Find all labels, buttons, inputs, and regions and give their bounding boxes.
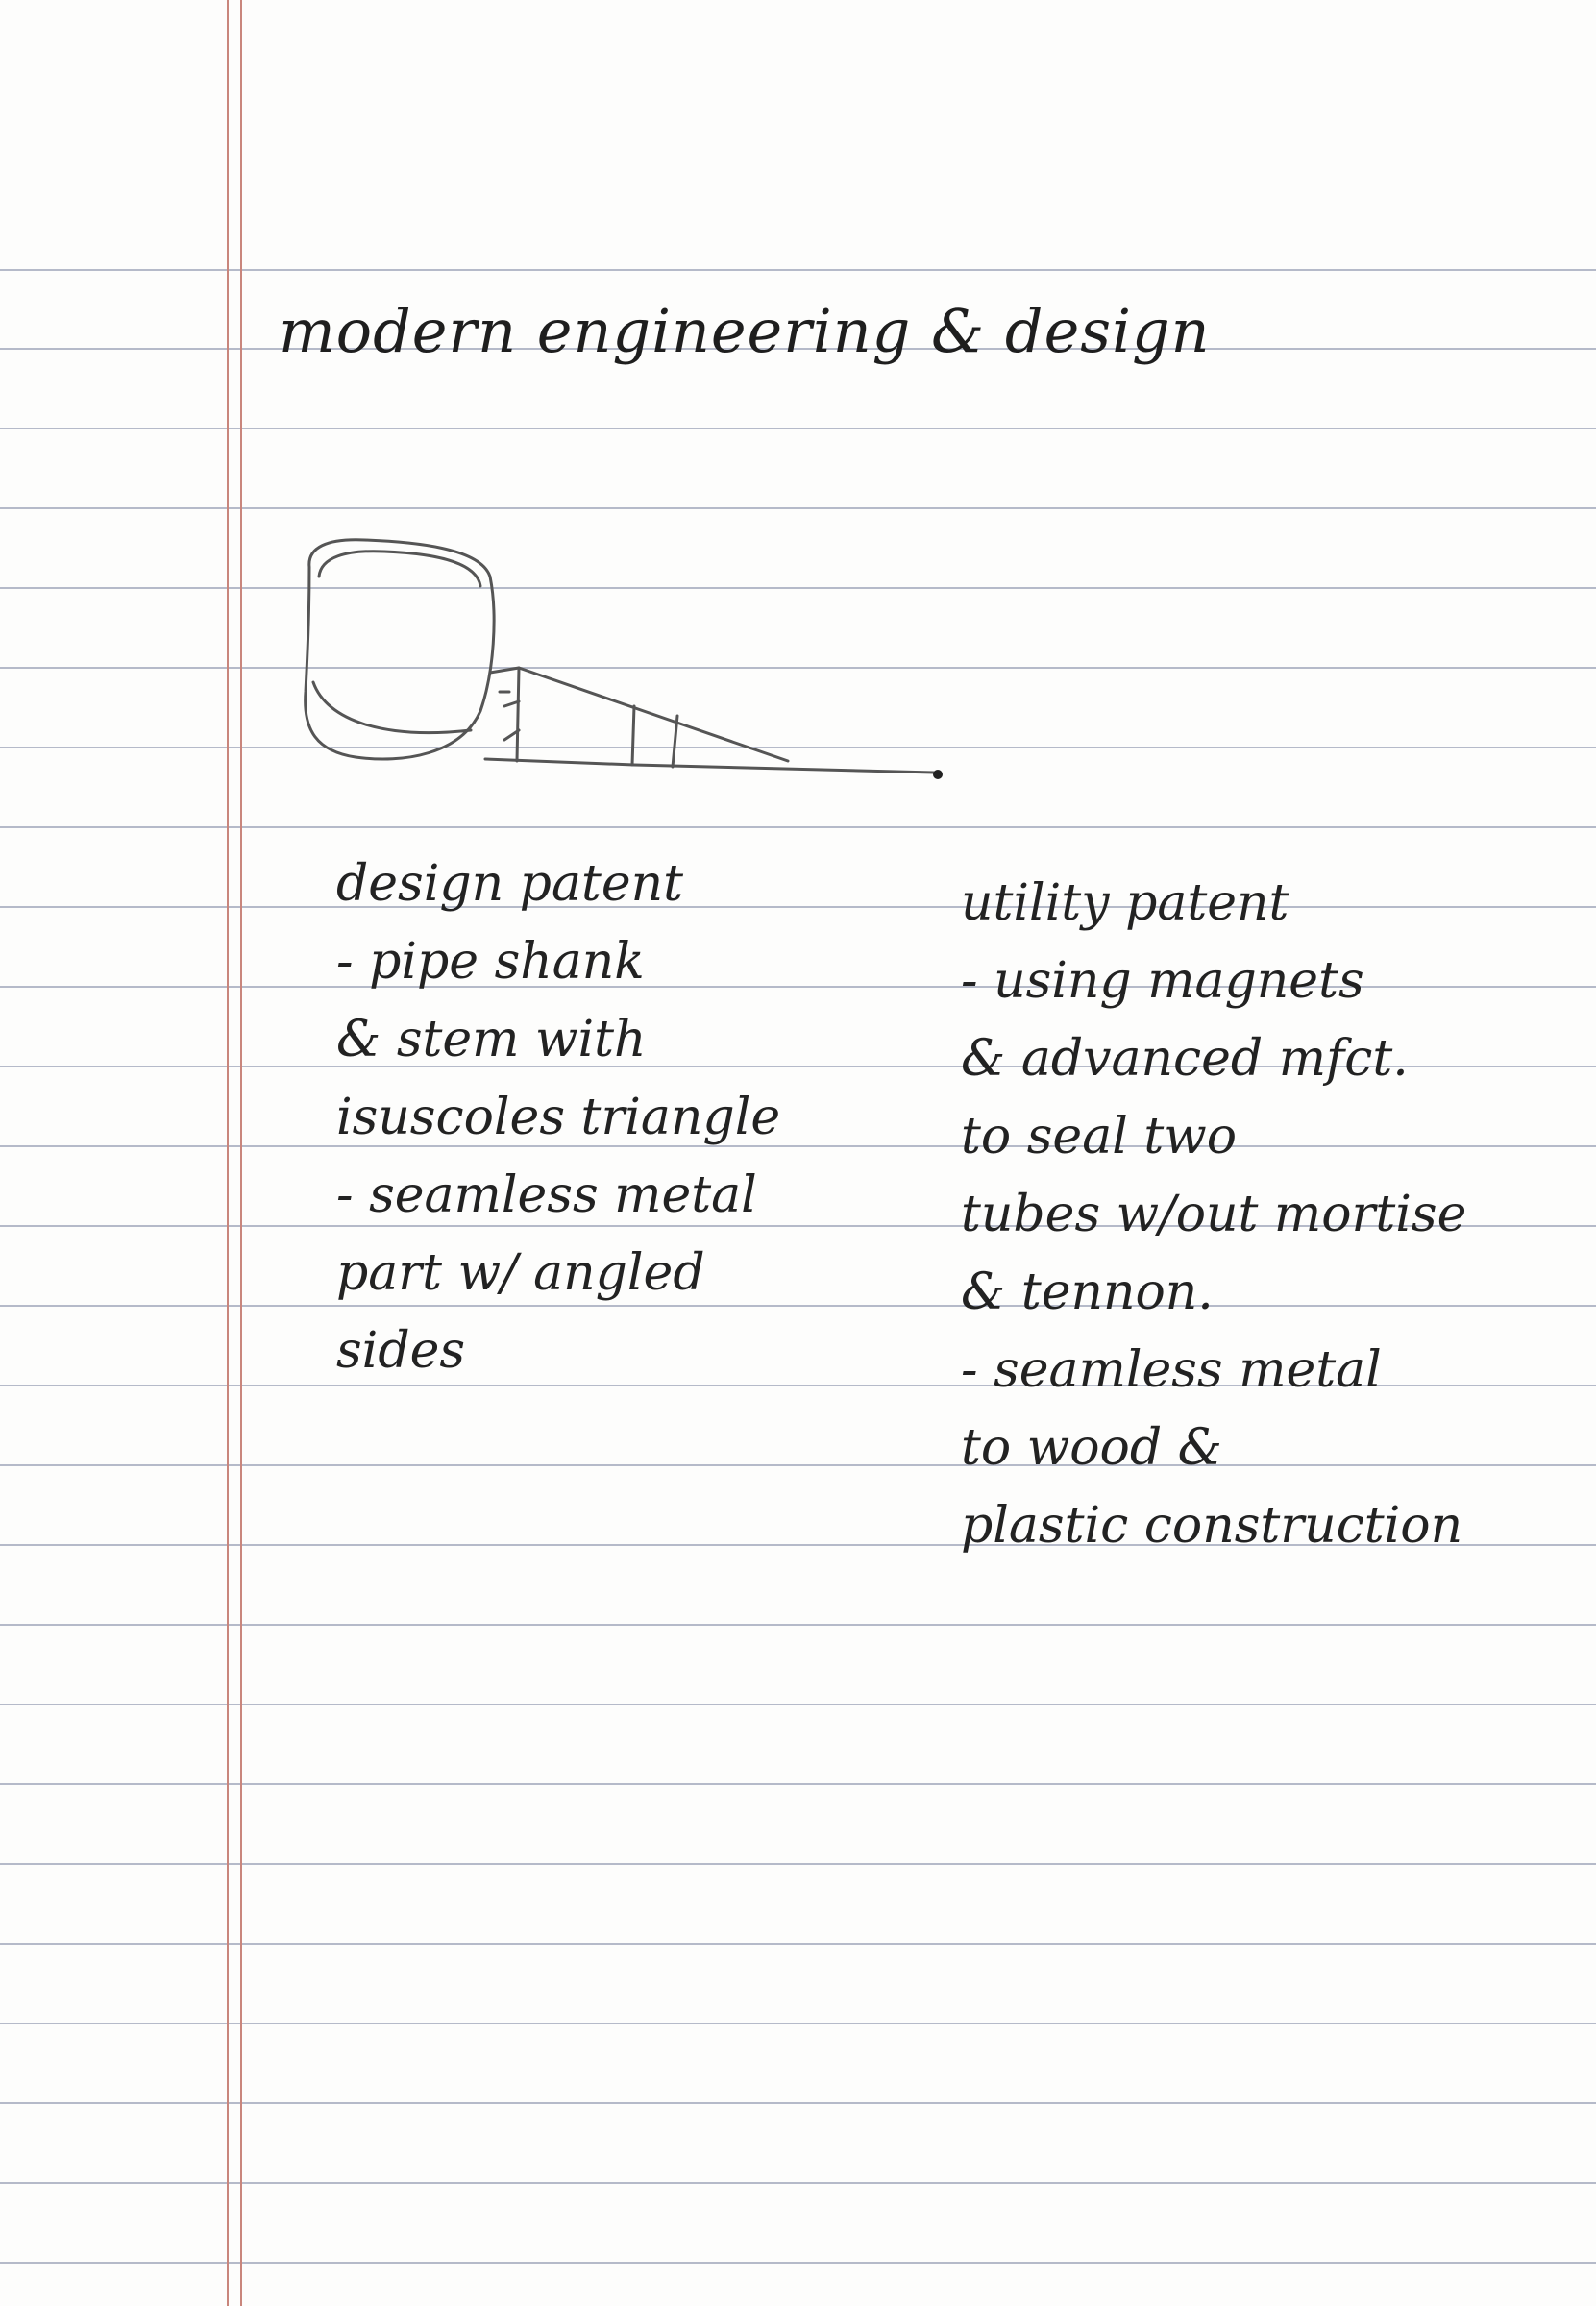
design-patent-notes: design patent - pipe shank & stem with i…	[336, 846, 780, 1390]
ruled-line	[0, 667, 1596, 669]
utility-patent-notes: utility patent - using magnets & advance…	[961, 865, 1466, 1565]
pipe-sketch-icon	[304, 538, 943, 779]
ruled-line	[0, 1704, 1596, 1705]
list-item: isuscoles triangle	[336, 1089, 781, 1146]
list-item: & stem with	[336, 1011, 647, 1068]
ruled-line	[0, 747, 1596, 748]
list-item: - seamless metal	[961, 1341, 1382, 1399]
ruled-line	[0, 2102, 1596, 2104]
ruled-line	[0, 1305, 1596, 1307]
ruled-line	[0, 986, 1596, 988]
ruled-line	[0, 1066, 1596, 1067]
list-item: - pipe shank	[336, 933, 645, 991]
margin-line	[240, 0, 242, 2306]
list-item: - seamless metal	[336, 1166, 757, 1224]
list-item: sides	[336, 1322, 466, 1380]
ruled-line	[0, 1863, 1596, 1865]
ruled-line	[0, 1225, 1596, 1227]
ruled-line	[0, 428, 1596, 429]
ruled-line	[0, 1464, 1596, 1466]
ruled-line	[0, 587, 1596, 589]
margin-line	[227, 0, 229, 2306]
page-title: modern engineering & design	[279, 296, 1211, 366]
list-item: & advanced mfct.	[961, 1030, 1409, 1088]
ruled-line	[0, 269, 1596, 271]
ruled-line	[0, 507, 1596, 509]
list-item: to seal two	[961, 1108, 1238, 1165]
list-item: & tennon.	[961, 1263, 1214, 1321]
ruled-line	[0, 1145, 1596, 1147]
ruled-line	[0, 1624, 1596, 1626]
list-item: - using magnets	[961, 952, 1364, 1010]
ruled-line	[0, 906, 1596, 908]
ruled-line	[0, 1385, 1596, 1386]
ruled-line	[0, 1544, 1596, 1546]
ruled-line	[0, 1943, 1596, 1945]
ruled-line	[0, 2023, 1596, 2024]
ruled-line	[0, 2182, 1596, 2184]
design-patent-heading: design patent	[336, 855, 684, 913]
list-item: plastic construction	[961, 1497, 1463, 1555]
ruled-line	[0, 2262, 1596, 2264]
list-item: to wood &	[961, 1419, 1222, 1477]
list-item: tubes w/out mortise	[961, 1186, 1467, 1243]
ruled-line	[0, 1783, 1596, 1785]
list-item: part w/ angled	[336, 1244, 705, 1302]
ruled-line	[0, 826, 1596, 828]
utility-patent-heading: utility patent	[961, 874, 1289, 932]
ruled-line	[0, 348, 1596, 350]
